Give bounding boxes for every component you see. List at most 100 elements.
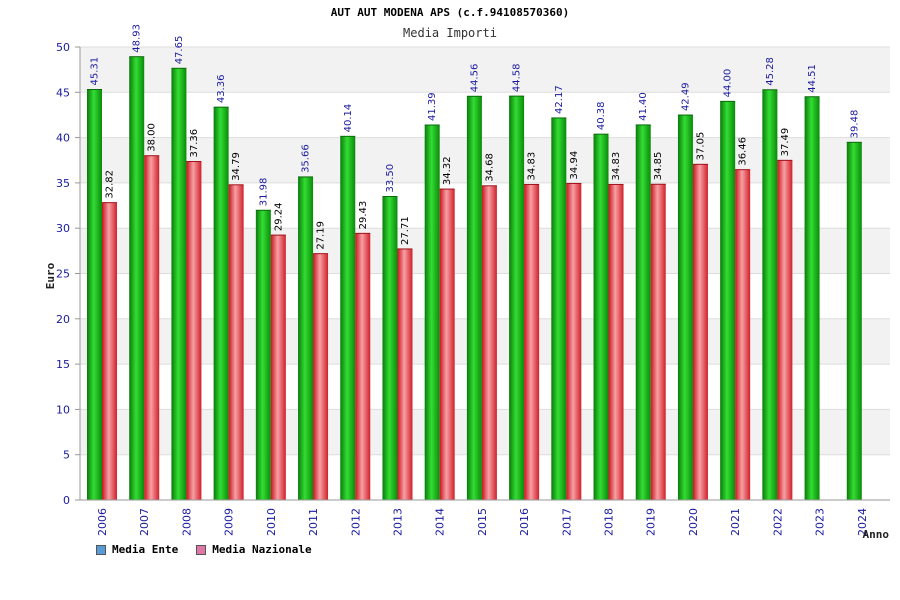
value-label-media-ente-2012: 40.14 [343, 104, 354, 133]
value-label-media-ente-2023: 44.51 [807, 64, 818, 93]
x-tick-label-2021: 2021 [729, 508, 742, 536]
bar-media-ente-2023 [804, 96, 820, 500]
bar-media-ente-2013 [382, 196, 398, 501]
value-label-media-nazionale-2018: 34.83 [611, 152, 622, 181]
value-label-media-nazionale-2019: 34.85 [653, 152, 664, 181]
x-tick-label-2020: 2020 [687, 508, 700, 536]
value-label-media-ente-2010: 31.98 [258, 178, 269, 207]
value-label-media-nazionale-2020: 37.05 [695, 132, 706, 161]
y-tick-label: 20 [56, 313, 70, 326]
x-tick-label-2016: 2016 [518, 508, 531, 536]
y-tick-label: 30 [56, 222, 70, 235]
bar-media-nazionale-2011 [313, 253, 329, 500]
x-tick-label-2017: 2017 [560, 508, 573, 536]
value-label-media-ente-2013: 33.50 [385, 164, 396, 193]
bar-media-ente-2007 [129, 56, 145, 500]
value-label-media-nazionale-2021: 36.46 [738, 137, 749, 166]
chart-title: AUT AUT MODENA APS (c.f.94108570360) [331, 6, 569, 19]
y-axis-label: Euro [44, 262, 57, 289]
value-label-media-nazionale-2016: 34.83 [527, 152, 538, 181]
bars [87, 56, 862, 501]
bar-media-nazionale-2009 [228, 184, 244, 500]
y-tick-label: 5 [63, 449, 70, 462]
bar-media-ente-2024 [846, 142, 862, 500]
bar-media-nazionale-2010 [270, 235, 286, 500]
x-axis-ticks: 2006 2007 2008 2009 2010 2011 2012 2013 2014 2015… [96, 508, 869, 536]
value-label-media-ente-2022: 45.28 [765, 57, 776, 86]
x-tick-label-2023: 2023 [814, 508, 827, 536]
bar-media-nazionale-2021 [735, 169, 751, 500]
x-tick-label-2010: 2010 [265, 508, 278, 536]
bar-media-nazionale-2006 [102, 202, 117, 500]
x-tick-label-2024: 2024 [856, 508, 869, 536]
x-tick-label-2014: 2014 [434, 508, 447, 536]
x-tick-label-2015: 2015 [476, 508, 489, 536]
bar-media-ente-2008 [171, 68, 187, 500]
value-label-media-nazionale-2011: 27.19 [316, 221, 327, 250]
grid-band [80, 47, 890, 93]
bar-media-ente-2011 [298, 176, 314, 500]
x-tick-label-2019: 2019 [645, 508, 658, 536]
y-tick-label: 15 [56, 358, 70, 371]
value-label-media-ente-2011: 35.66 [301, 144, 312, 173]
legend-swatch-media-nazionale [196, 544, 207, 555]
y-tick-label: 40 [56, 132, 70, 145]
value-label-media-ente-2016: 44.58 [512, 63, 523, 92]
bar-media-ente-2019 [635, 124, 651, 500]
legend-label-media-nazionale: Media Nazionale [212, 543, 312, 556]
bar-media-ente-2010 [255, 210, 271, 500]
x-tick-label-2007: 2007 [138, 508, 151, 536]
bar-media-nazionale-2012 [355, 233, 371, 500]
y-tick-label: 25 [56, 268, 70, 281]
value-label-media-ente-2020: 42.49 [680, 82, 691, 111]
legend-item-media-ente: Media Ente [96, 543, 178, 556]
legend-swatch-media-ente [96, 544, 106, 555]
x-tick-label-2018: 2018 [603, 508, 616, 536]
bar-media-nazionale-2019 [650, 184, 666, 500]
bar-media-ente-2021 [720, 101, 736, 501]
bar-media-nazionale-2015 [481, 185, 497, 500]
bar-media-nazionale-2022 [777, 160, 793, 500]
value-label-media-ente-2017: 42.17 [554, 85, 565, 114]
y-tick-label: 35 [56, 177, 70, 190]
bar-media-ente-2018 [593, 134, 609, 500]
bar-media-ente-2020 [677, 115, 693, 501]
value-label-media-nazionale-2009: 34.79 [231, 152, 242, 181]
bar-media-nazionale-2007 [144, 155, 160, 500]
bar-media-nazionale-2016 [524, 184, 540, 501]
value-label-media-nazionale-2014: 34.32 [442, 156, 453, 185]
x-tick-label-2013: 2013 [391, 508, 404, 536]
bar-media-ente-2016 [509, 96, 525, 501]
legend-label-media-ente: Media Ente [112, 543, 179, 556]
value-label-media-ente-2006: 45.31 [90, 57, 101, 86]
value-label-media-nazionale-2022: 37.49 [780, 128, 791, 157]
bar-media-nazionale-2020 [692, 164, 708, 500]
legend-item-media-nazionale: Media Nazionale [196, 543, 312, 556]
x-axis-label: Anno [863, 528, 890, 541]
x-tick-label-2006: 2006 [96, 508, 109, 536]
bar-media-nazionale-2008 [186, 161, 202, 500]
chart-subtitle: Media Importi [403, 26, 497, 40]
value-label-media-nazionale-2006: 32.82 [105, 170, 116, 199]
bar-media-nazionale-2017 [566, 183, 582, 500]
x-tick-label-2012: 2012 [349, 508, 362, 536]
value-label-media-nazionale-2007: 38.00 [147, 123, 158, 152]
value-label-media-nazionale-2017: 34.94 [569, 151, 580, 180]
value-label-media-ente-2015: 44.56 [469, 64, 480, 93]
bar-media-ente-2012 [340, 136, 356, 500]
y-tick-label: 50 [56, 41, 70, 54]
bar-media-nazionale-2013 [397, 248, 413, 500]
value-label-media-nazionale-2013: 27.71 [400, 216, 411, 245]
bar-media-nazionale-2014 [439, 189, 455, 501]
y-tick-label: 10 [56, 403, 70, 416]
x-tick-label-2008: 2008 [180, 508, 193, 536]
legend: Media Ente Media Nazionale [96, 543, 312, 556]
bar-media-ente-2015 [466, 96, 482, 500]
bar-media-ente-2006 [87, 89, 102, 501]
value-label-media-ente-2021: 44.00 [723, 69, 734, 98]
value-label-media-nazionale-2015: 34.68 [484, 153, 495, 182]
bar-media-nazionale-2018 [608, 184, 624, 501]
value-label-media-ente-2009: 43.36 [216, 75, 227, 104]
value-label-media-ente-2024: 39.48 [849, 110, 860, 139]
